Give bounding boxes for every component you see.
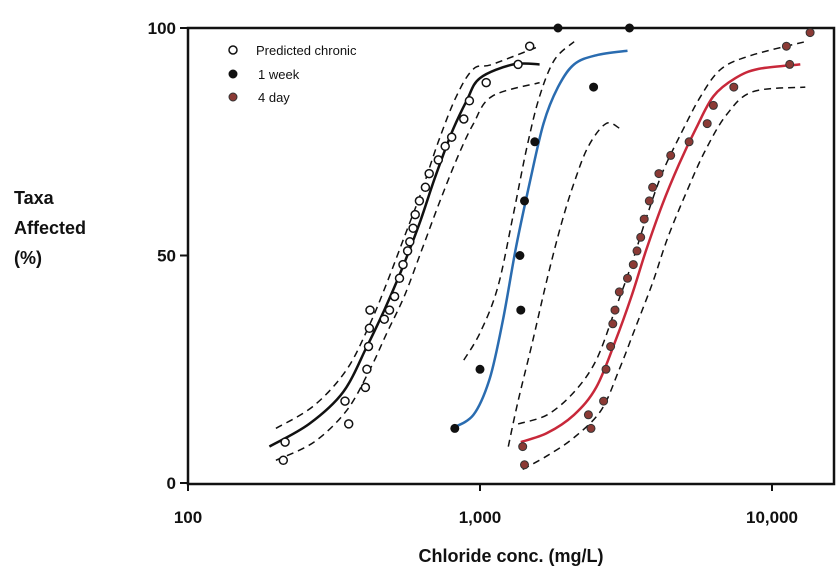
x-tick-label: 10,000 <box>746 508 798 527</box>
x-axis-title: Chloride conc. (mg/L) <box>418 546 603 566</box>
predicted-chronic-point <box>433 155 444 165</box>
predicted-chronic-point <box>384 305 395 315</box>
y-axis-title-line-3: (%) <box>14 248 42 268</box>
x-tick-label: 1,000 <box>459 508 502 527</box>
1-week-point <box>475 364 485 374</box>
4-day-point <box>518 442 528 452</box>
legend-marker-4-day <box>228 92 238 102</box>
4-day-point <box>702 119 712 129</box>
predicted-chronic-point <box>394 273 405 284</box>
fit-curves <box>268 49 801 448</box>
predicted-chronic-point <box>414 196 425 206</box>
predicted-chronic-point <box>398 259 408 270</box>
4-day-point <box>586 423 596 433</box>
predicted-chronic-point <box>524 41 535 51</box>
4-day-point <box>781 41 791 51</box>
predicted-chronic-point <box>364 323 375 334</box>
predicted-chronic-point <box>278 455 289 466</box>
1-week-point <box>625 23 634 33</box>
4-day-point <box>628 260 638 270</box>
y-tick-label: 50 <box>157 247 176 266</box>
predicted-chronic-point <box>280 437 290 447</box>
4-day-point <box>599 396 609 406</box>
predicted-chronic-point <box>420 182 431 193</box>
1-week-point <box>589 82 599 92</box>
predicted-chronic-point <box>464 96 475 106</box>
1-week-point <box>530 137 540 147</box>
4-day-point <box>684 137 694 147</box>
predicted-chronic-point <box>513 59 523 70</box>
4-day-ci-upper-line <box>517 40 806 425</box>
4-day-point <box>608 319 618 329</box>
4-day-point <box>648 182 658 192</box>
legend-marker-1-week <box>228 69 238 79</box>
4-day-point <box>601 364 611 374</box>
4-day-point <box>708 100 718 110</box>
axis-ticks: 100 1,000 10,000 0 50 100 <box>148 19 798 527</box>
1-week-point <box>516 305 526 315</box>
1-week-point <box>450 423 460 433</box>
1-week-point <box>520 196 529 206</box>
predicted-chronic-ci-lower-line <box>275 81 540 461</box>
confidence-bands <box>275 40 806 471</box>
predicted-chronic-point <box>365 305 375 315</box>
predicted-chronic-point <box>405 237 415 247</box>
1-week-point <box>553 23 563 33</box>
legend-label-predicted-chronic: Predicted chronic <box>256 43 357 58</box>
4-day-point <box>729 82 739 92</box>
plot-frame <box>186 26 836 486</box>
legend-item-1-week: 1 week <box>228 67 300 82</box>
predicted-chronic-point <box>343 419 354 429</box>
y-tick-label: 0 <box>167 474 176 493</box>
4-day-point <box>644 196 654 206</box>
4-day-fit-line <box>520 63 801 444</box>
4-day-point <box>623 273 632 283</box>
predicted-chronic-point <box>408 223 418 233</box>
1-week-fit-line <box>451 49 628 430</box>
4-day-point <box>610 305 620 315</box>
legend-marker-predicted-chronic <box>228 45 238 55</box>
predicted-chronic-point <box>363 341 374 352</box>
1-week-ci-lower-line <box>507 122 620 447</box>
4-day-point <box>805 28 815 38</box>
legend-item-predicted-chronic: Predicted chronic <box>228 43 357 58</box>
1-week-ci-upper-line <box>463 41 575 361</box>
predicted-chronic-point <box>440 141 450 152</box>
4-day-point <box>632 246 642 256</box>
predicted-chronic-point <box>402 246 413 256</box>
legend-item-4-day: 4 day <box>228 90 290 105</box>
legend-label-4-day: 4 day <box>258 90 290 105</box>
predicted-chronic-point <box>459 114 469 124</box>
predicted-chronic-point <box>410 209 420 220</box>
y-axis-title-line-1: Taxa <box>14 188 55 208</box>
4-day-point <box>785 59 795 69</box>
predicted-chronic-point <box>362 364 372 375</box>
predicted-chronic-point <box>446 132 457 142</box>
predicted-chronic-fit-line <box>268 62 540 448</box>
4-day-point <box>636 232 646 242</box>
4-day-point <box>654 169 664 179</box>
predicted-chronic-ci-upper-line <box>275 45 540 430</box>
4-day-point <box>583 410 593 420</box>
4-day-point <box>520 460 529 470</box>
legend: Predicted chronic 1 week 4 day <box>228 43 357 105</box>
4-day-point <box>666 150 676 160</box>
predicted-chronic-point <box>360 382 371 393</box>
1-week-point <box>515 251 525 260</box>
4-day-point <box>606 342 616 351</box>
y-tick-label: 100 <box>148 19 176 38</box>
4-day-ci-lower-line <box>522 86 806 471</box>
predicted-chronic-point <box>379 314 390 324</box>
y-axis-title-line-2: Affected <box>14 218 86 238</box>
legend-label-1-week: 1 week <box>258 67 300 82</box>
data-points <box>278 23 815 470</box>
predicted-chronic-point <box>389 291 400 302</box>
predicted-chronic-point <box>340 396 350 406</box>
4-day-point <box>614 287 624 297</box>
predicted-chronic-point <box>481 77 491 88</box>
x-tick-label: 100 <box>174 508 202 527</box>
4-day-point <box>639 214 649 224</box>
predicted-chronic-point <box>424 168 434 179</box>
